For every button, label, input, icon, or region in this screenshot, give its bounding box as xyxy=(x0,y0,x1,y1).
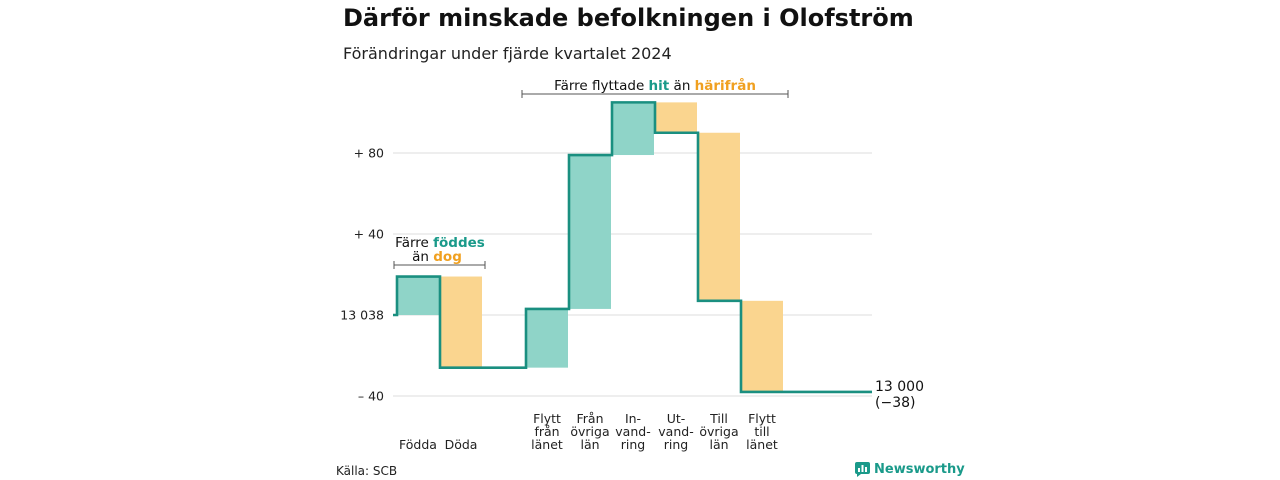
annotation-highlight: dog xyxy=(433,249,462,265)
waterfall-bar xyxy=(612,102,654,156)
end-value-label: 13 000 xyxy=(875,379,924,395)
waterfall-bar xyxy=(526,308,568,368)
x-category-label: övriga xyxy=(570,424,609,439)
level-line xyxy=(393,101,872,394)
x-category-label: Flytt xyxy=(748,411,776,426)
bar-chart-icon xyxy=(855,462,870,477)
x-category-label: till xyxy=(754,424,769,439)
brand-name: Newsworthy xyxy=(874,462,965,477)
brand-logo: Newsworthy xyxy=(855,462,965,477)
waterfall-bar xyxy=(655,102,697,133)
annotation-text: Färre xyxy=(395,235,433,251)
annotation-highlight: hit xyxy=(649,78,670,94)
annotation-text: Färre flyttade xyxy=(554,78,648,94)
x-category-label: län xyxy=(709,437,728,452)
end-change-label: (−38) xyxy=(875,395,915,411)
waterfall-bar xyxy=(698,132,740,301)
waterfall-bar xyxy=(569,155,611,309)
x-category-label: In- xyxy=(625,411,641,426)
x-category-label: ring xyxy=(664,437,688,452)
chart-title: Därför minskade befolkningen i Olofström xyxy=(343,4,914,32)
x-category-label: Till xyxy=(709,411,728,426)
waterfall-bar xyxy=(440,276,482,368)
x-category-label: övriga xyxy=(699,424,738,439)
y-tick-label: + 40 xyxy=(354,227,384,242)
x-category-label: länet xyxy=(531,437,563,452)
y-tick-label: – 40 xyxy=(358,389,384,404)
annotation-births-line2: än dog xyxy=(412,249,462,265)
annotation-moves: Färre flyttade hit än härifrån xyxy=(554,77,756,94)
x-category-label: vand- xyxy=(615,424,650,439)
waterfall-bar xyxy=(741,300,783,392)
y-tick-label: 13 038 xyxy=(340,308,384,323)
source-note: Källa: SCB xyxy=(336,464,398,478)
x-category-label: Flytt xyxy=(533,411,561,426)
chart-subtitle: Förändringar under fjärde kvartalet 2024 xyxy=(343,44,672,63)
annotation-highlight: härifrån xyxy=(695,77,756,94)
x-category-label: län xyxy=(580,437,599,452)
annotation-text: än xyxy=(412,249,433,265)
annotation-text: än xyxy=(669,78,694,94)
x-category-label: Ut- xyxy=(667,411,686,426)
waterfall-bar xyxy=(397,276,439,315)
x-category-label: Från xyxy=(576,411,603,426)
x-category-label: Döda xyxy=(445,437,478,452)
annotation-highlight: föddes xyxy=(433,235,485,251)
x-category-label: ring xyxy=(621,437,645,452)
x-category-label: länet xyxy=(746,437,778,452)
annotation-births-line1: Färre föddes xyxy=(395,235,485,251)
x-category-label: från xyxy=(534,424,559,439)
y-tick-label: + 80 xyxy=(354,146,384,161)
x-category-label: Födda xyxy=(399,437,437,452)
x-category-label: vand- xyxy=(658,424,693,439)
